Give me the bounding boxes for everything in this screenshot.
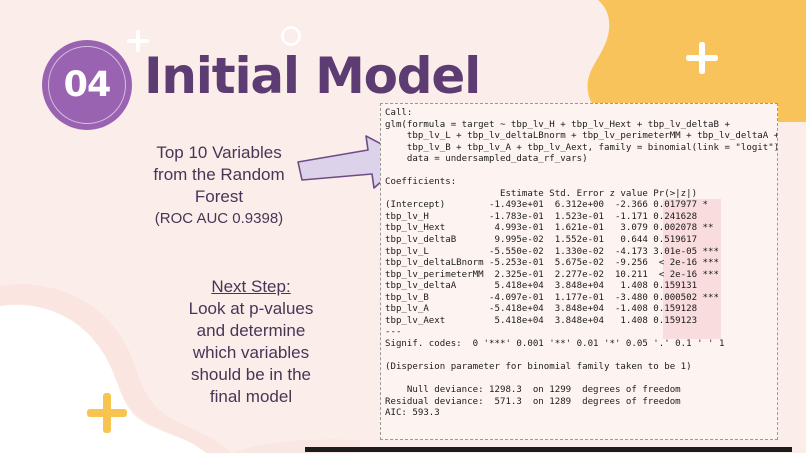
- p-value-column-highlight: [663, 199, 721, 339]
- model-summary-output-panel: Call: glm(formula = target ~ tbp_lv_H + …: [380, 103, 778, 440]
- model-summary-text: Call: glm(formula = target ~ tbp_lv_H + …: [385, 108, 777, 419]
- next-step-line4: should be in the: [190, 365, 312, 385]
- caption-top-line3: Forest: [194, 186, 244, 206]
- next-step-heading: Next Step:: [211, 277, 291, 296]
- next-step-line1: Look at p-values: [188, 299, 314, 319]
- next-step-line2: and determine: [196, 321, 306, 341]
- badge-inner-ring: [48, 46, 126, 124]
- page-title: Initial Model: [144, 47, 481, 105]
- badge-number: 04: [63, 65, 112, 105]
- ring-circle-decoration: [281, 26, 301, 46]
- bottom-edge-bar: [305, 447, 792, 452]
- caption-top-variables: Top 10 Variables from the Random Forest …: [108, 142, 330, 228]
- next-step-line5: final model: [209, 387, 293, 407]
- section-number-badge: 04: [42, 40, 132, 130]
- caption-top-line1: Top 10 Variables: [156, 143, 282, 162]
- caption-top-line2: from the Random: [153, 164, 285, 184]
- caption-next-step: Next Step: Look at p-values and determin…: [140, 276, 362, 409]
- next-step-line3: which variables: [192, 343, 310, 363]
- caption-top-metric: (ROC AUC 0.9398): [154, 210, 284, 228]
